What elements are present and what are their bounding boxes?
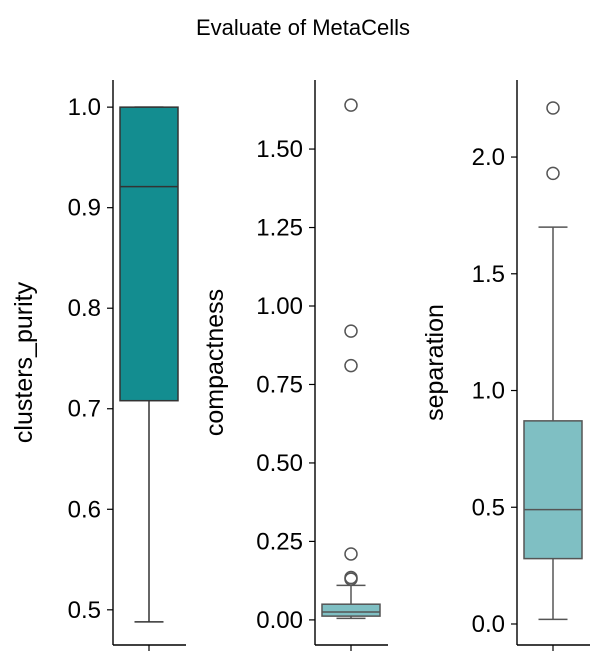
y-tick-label: 1.50: [256, 136, 303, 163]
y-tick-label: 0.25: [256, 528, 303, 555]
y-tick-label: 0.75: [256, 371, 303, 398]
y-tick-label: 1.00: [256, 293, 303, 320]
y-tick-label: 1.5: [472, 261, 505, 288]
boxplot-panel-3: 0.0 0.5 1.0 1.5 2.0 separation: [421, 80, 590, 651]
panels: 0.5 0.6 0.7 0.8 0.9 1.0 clusters_purity 0.00 0.2…: [10, 80, 590, 651]
box-iqr: [119, 106, 179, 402]
y-tick-label: 1.0: [68, 94, 101, 121]
boxplot-panel-2: 0.00 0.25 0.50 0.75 1.00 1.25 1.50 compactness: [201, 80, 388, 651]
outlier-point: [344, 570, 358, 585]
y-tick-label: 0.9: [68, 195, 101, 222]
outlier-point: [546, 101, 560, 115]
y-axis-label: separation: [421, 304, 449, 421]
y-tick-label: 0.8: [68, 295, 101, 322]
y-tick-label: 0.0: [472, 611, 505, 638]
figure-title: Evaluate of MetaCells: [196, 15, 410, 40]
outlier-point: [344, 324, 358, 338]
outlier-point: [546, 166, 560, 181]
box-iqr: [321, 603, 381, 617]
y-axis-label: clusters_purity: [10, 281, 38, 443]
y-tick-label: 1.0: [472, 378, 505, 405]
box-iqr: [523, 420, 583, 560]
y-tick-label: 0.5: [472, 494, 505, 521]
y-tick-label: 0.6: [68, 496, 101, 523]
y-tick-label: 0.50: [256, 450, 303, 477]
y-tick-label: 0.5: [68, 597, 101, 624]
y-tick-label: 1.25: [256, 215, 303, 242]
y-tick-label: 0.7: [68, 396, 101, 423]
outlier-point: [344, 547, 358, 561]
y-axis-label: compactness: [201, 289, 229, 436]
outlier-point: [344, 358, 358, 373]
y-tick-label: 0.00: [256, 607, 303, 634]
y-tick-label: 2.0: [472, 144, 505, 171]
outlier-point: [344, 98, 358, 112]
boxplot-panel-1: 0.5 0.6 0.7 0.8 0.9 1.0 clusters_purity: [10, 80, 186, 651]
